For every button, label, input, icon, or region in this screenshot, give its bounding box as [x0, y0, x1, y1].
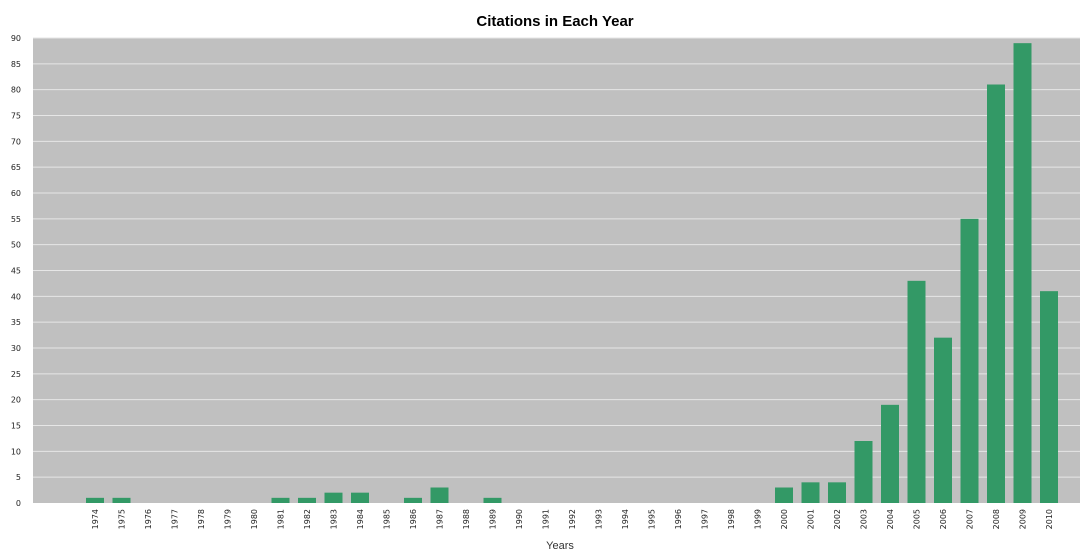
x-tick-label: 1976 [144, 509, 153, 529]
y-tick-label: 45 [11, 267, 21, 276]
x-tick-label: 1978 [197, 509, 206, 529]
x-tick-label: 1975 [118, 509, 127, 529]
x-tick-label: 1977 [171, 509, 180, 529]
y-tick-label: 25 [11, 370, 21, 379]
gridlines [33, 37, 1080, 478]
bar-1975 [112, 497, 131, 503]
x-tick-label: 1991 [542, 509, 551, 529]
y-tick-label: 20 [11, 396, 21, 405]
y-tick-label: 5 [16, 473, 21, 482]
bar-2010 [1040, 291, 1058, 503]
bar-1982 [298, 497, 316, 503]
bar-1984 [351, 492, 369, 503]
x-tick-label: 1993 [595, 509, 604, 529]
x-tick-label: 2002 [833, 509, 842, 529]
x-tick-label: 1996 [674, 509, 683, 529]
x-tick-label: 1982 [303, 509, 312, 529]
x-axis-label: Years [546, 540, 574, 552]
y-tick-label: 35 [11, 318, 21, 327]
x-tick-label: 1998 [727, 509, 736, 529]
x-tick-label: 1979 [224, 509, 233, 529]
bar-2005 [907, 280, 926, 503]
y-tick-label: 65 [11, 163, 21, 172]
y-tick-label: 85 [11, 60, 21, 69]
x-tick-label: 2005 [913, 509, 922, 529]
bar-2001 [801, 482, 820, 503]
bar-2009 [1013, 43, 1032, 504]
bar-2000 [775, 487, 793, 503]
y-tick-label: 30 [11, 344, 21, 353]
y-axis-ticks: 0 5 10 15 20 25 30 35 40 45 50 55 60 65 70 75 80 85 90 [11, 34, 21, 508]
bar-2003 [854, 441, 873, 503]
x-tick-label: 1999 [754, 509, 763, 529]
x-tick-label: 2003 [860, 509, 869, 529]
x-tick-label: 1974 [91, 509, 100, 529]
x-tick-label: 1997 [701, 509, 710, 529]
x-tick-label: 1992 [568, 509, 577, 529]
x-tick-label: 2004 [886, 509, 895, 529]
bar-1986 [404, 497, 422, 503]
x-tick-label: 2000 [780, 509, 789, 529]
y-tick-label: 0 [16, 499, 21, 508]
x-tick-label: 1980 [250, 509, 259, 529]
y-tick-label: 15 [11, 422, 21, 431]
y-tick-label: 40 [11, 292, 21, 301]
x-tick-label: 1995 [648, 509, 657, 529]
chart-title: Citations in Each Year [476, 13, 633, 30]
y-tick-label: 60 [11, 189, 21, 198]
y-tick-label: 90 [11, 34, 21, 43]
x-tick-label: 2010 [1045, 509, 1054, 529]
bar-2008 [987, 84, 1005, 503]
x-tick-label: 1985 [383, 509, 392, 529]
y-tick-label: 80 [11, 86, 21, 95]
bar-1989 [483, 497, 502, 503]
bar-1983 [324, 492, 343, 503]
bar-2004 [881, 404, 899, 503]
x-tick-label: 2009 [1019, 509, 1028, 529]
x-tick-label: 2007 [966, 509, 975, 529]
y-tick-label: 55 [11, 215, 21, 224]
y-tick-label: 50 [11, 241, 21, 250]
x-axis-ticks: 1974 1975 1976 1977 1978 1979 1980 1981 1982 1983… [91, 509, 1054, 529]
x-tick-label: 1988 [462, 509, 471, 529]
y-tick-label: 75 [11, 112, 21, 121]
y-tick-label: 10 [11, 447, 21, 456]
bar-2007 [960, 218, 979, 504]
x-tick-label: 2008 [992, 509, 1001, 529]
x-tick-label: 1989 [489, 509, 498, 529]
x-tick-label: 2006 [939, 509, 948, 529]
bar-1981 [271, 497, 290, 503]
bar-1974 [86, 497, 104, 503]
bar-1987 [430, 487, 449, 503]
y-tick-label: 70 [11, 137, 21, 146]
x-tick-label: 1986 [409, 509, 418, 529]
bar-2006 [934, 337, 952, 503]
bar-2002 [828, 482, 846, 503]
x-tick-label: 1981 [277, 509, 286, 529]
x-tick-label: 1984 [356, 509, 365, 529]
bars [86, 43, 1058, 504]
x-tick-label: 1990 [515, 509, 524, 529]
x-tick-label: 2001 [807, 509, 816, 529]
x-tick-label: 1994 [621, 509, 630, 529]
x-tick-label: 1987 [436, 509, 445, 529]
x-tick-label: 1983 [330, 509, 339, 529]
